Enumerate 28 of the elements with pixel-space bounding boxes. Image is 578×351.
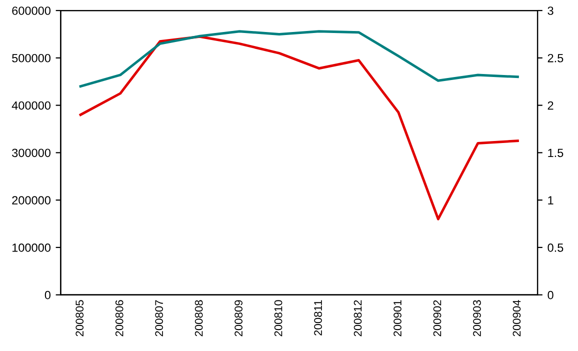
y-tick-label: 200000 bbox=[12, 196, 51, 204]
y-tick-label: 400000 bbox=[12, 101, 51, 110]
x-tick-label: 200808 bbox=[194, 300, 203, 336]
y2-tick-label: 3 bbox=[548, 6, 554, 15]
y-tick-label: 0 bbox=[44, 290, 51, 300]
x-tick-label: 200903 bbox=[473, 300, 481, 336]
x-tick-label: 200810 bbox=[274, 300, 282, 336]
y2-tick-label: 1 bbox=[548, 196, 554, 204]
y2-tick-label: 0.5 bbox=[548, 243, 564, 252]
y-tick-label: 100000 bbox=[12, 243, 51, 252]
line-series bbox=[79, 30, 519, 88]
y2-tick-label: 2 bbox=[548, 101, 554, 110]
x-tick-label: 200902 bbox=[433, 300, 442, 336]
y-tick-label: 300000 bbox=[12, 148, 51, 158]
line-series bbox=[79, 35, 519, 220]
y2-tick-label: 0 bbox=[548, 290, 554, 300]
x-tick-label: 200812 bbox=[354, 300, 362, 336]
x-tick-label: 200809 bbox=[234, 300, 242, 336]
y2-tick-label: 1.5 bbox=[548, 148, 564, 158]
y-tick-label: 500000 bbox=[12, 54, 51, 62]
x-tick-label: 200811 bbox=[314, 300, 322, 336]
y-tick-label: 600000 bbox=[12, 6, 51, 15]
x-tick-label: 200904 bbox=[512, 300, 521, 336]
x-tick-label: 200806 bbox=[115, 300, 124, 336]
x-tick-label: 200805 bbox=[76, 300, 84, 336]
x-tick-label: 200901 bbox=[394, 300, 402, 336]
x-tick-label: 200807 bbox=[155, 300, 164, 336]
y2-tick-label: 2.5 bbox=[548, 54, 564, 62]
